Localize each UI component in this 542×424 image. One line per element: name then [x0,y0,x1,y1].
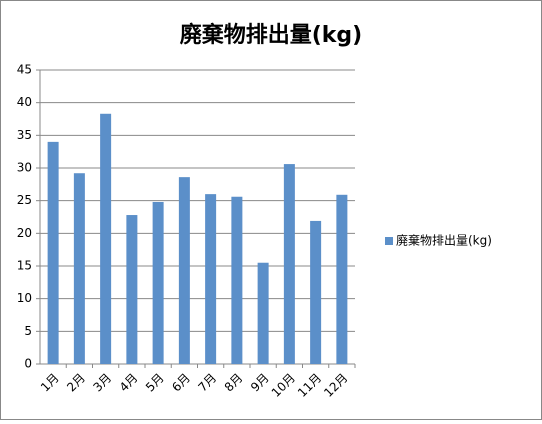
legend-swatch [385,237,393,245]
y-tick-label: 20 [17,226,32,240]
bar [152,201,164,364]
bar [231,196,243,364]
y-tick-label: 5 [24,324,32,338]
y-tick-label: 0 [24,357,32,371]
y-tick-label: 35 [17,128,32,142]
legend-label: 廃棄物排出量(kg) [396,233,492,248]
y-tick-label: 25 [17,193,32,207]
bar [126,215,138,364]
bar [283,164,295,364]
bar [257,262,269,364]
y-tick-label: 10 [17,291,32,305]
y-tick-label: 45 [17,63,32,77]
y-tick-label: 40 [17,95,32,109]
bar [178,177,190,364]
bar [100,113,112,364]
bar [73,173,85,364]
chart-title: 廃棄物排出量(kg) [180,22,363,48]
bar [310,220,322,364]
y-tick-label: 15 [17,259,32,273]
bar [205,194,217,364]
bar [47,141,59,364]
bar [336,194,348,364]
y-tick-label: 30 [17,161,32,175]
